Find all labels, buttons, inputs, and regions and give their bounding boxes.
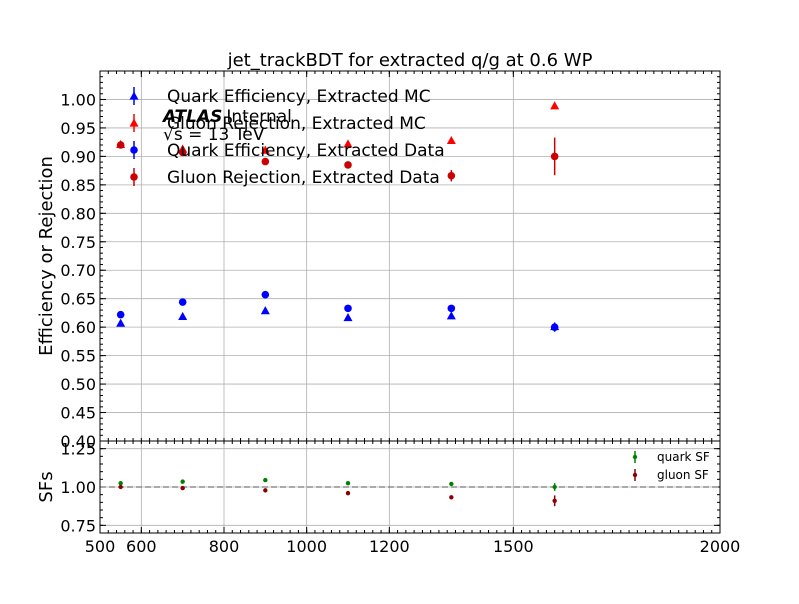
y-tick-label: 0.85: [60, 176, 96, 195]
x-tick-label: 1500: [493, 537, 534, 556]
y-tick-label: 0.40: [60, 432, 96, 451]
y-tick-label: 0.80: [60, 204, 96, 223]
y-tick-label: 0.75: [60, 233, 96, 252]
y-tick-label: 0.95: [60, 119, 96, 138]
y-tick-label: 0.55: [60, 347, 96, 366]
sf-legend-label-quark-sf: quark SF: [657, 450, 710, 464]
quark-sf-point: [263, 477, 268, 483]
y-tick-label: 1.00: [60, 90, 96, 109]
gluon-sf-point: [118, 484, 123, 490]
sf-panel-frame: [99, 440, 721, 534]
quark-efficiency-extracted-data-point: [344, 304, 352, 313]
main-panel-marks: [116, 101, 560, 332]
sf-axis-label: SFs: [36, 471, 57, 502]
quark-efficiency-extracted-data-point: [550, 323, 559, 331]
sf-legend-marker-quark-sf: [632, 454, 638, 460]
gluon-rejection-extracted-data-point: [550, 152, 559, 161]
chart-title: jet_trackBDT for extracted q/g at 0.6 WP: [227, 50, 593, 71]
sf-panel-marks: [118, 477, 557, 507]
sf-y-tick-label: 1.00: [60, 478, 96, 497]
quark-efficiency-extracted-mc-point: [178, 311, 188, 320]
x-tick-label: 600: [126, 537, 157, 556]
quark-efficiency-extracted-mc-point: [260, 306, 270, 315]
quark-efficiency-extracted-data-point: [447, 304, 456, 313]
legend-marker-gluon-rejection-extracted-data: [130, 173, 138, 181]
main-legend: Quark Efficiency, Extracted MC Gluon Reje…: [129, 87, 445, 188]
gluon-sf-point: [449, 495, 454, 500]
legend-marker-gluon-rejection-extracted-mc: [129, 118, 139, 127]
quark-efficiency-extracted-mc-point: [446, 311, 456, 320]
sf-panel: 500 600 800 1000 1200 1500 2000 0.75 1.00 1.25: [60, 440, 740, 556]
gluon-rejection-extracted-data-point: [447, 171, 456, 180]
legend-marker-quark-efficiency-extracted-mc: [129, 91, 139, 100]
sf-panel-ticks: 500 600 800 1000 1200 1500 2000 0.75 1.00 1.25: [60, 440, 740, 556]
sf-legend: quark SF gluon SF: [632, 450, 710, 482]
gluon-rejection-extracted-mc-point: [550, 101, 560, 110]
quark-efficiency-extracted-data-point: [261, 290, 270, 299]
quark-efficiency-extracted-data-point: [178, 298, 187, 306]
legend-label-gluon-rejection-extracted-mc: Gluon Rejection, Extracted MC: [167, 114, 426, 134]
gluon-rejection-extracted-data-point: [178, 148, 187, 157]
gluon-rejection-extracted-mc-point: [260, 145, 270, 154]
sf-legend-marker-gluon-sf: [632, 472, 638, 478]
gluon-sf-point: [345, 490, 351, 496]
y-tick-label: 0.70: [60, 261, 96, 280]
y-tick-label: 0.90: [60, 147, 96, 166]
gluon-rejection-extracted-data-point: [116, 141, 125, 149]
quark-sf-point: [552, 484, 557, 490]
atlas-energy: √s = 13 TeV: [163, 125, 265, 145]
atlas-experiment: ATLAS: [161, 107, 222, 127]
atlas-label: ATLAS Internal √s = 13 TeV: [161, 107, 292, 145]
gluon-rejection-extracted-mc-point: [446, 135, 456, 145]
sf-y-tick-label: 1.25: [60, 440, 96, 459]
legend-label-quark-efficiency-extracted-data: Quark Efficiency, Extracted Data: [167, 141, 445, 161]
atlas-status: Internal: [226, 107, 292, 127]
quark-efficiency-extracted-mc-point: [116, 318, 126, 327]
gluon-sf-point: [263, 488, 268, 493]
quark-sf-point: [118, 480, 123, 486]
gluon-rejection-extracted-mc-point: [343, 139, 353, 148]
sf-legend-label-gluon-sf: gluon SF: [657, 468, 709, 482]
quark-sf-point: [449, 481, 454, 487]
quark-sf-point: [180, 479, 185, 484]
legend-label-quark-efficiency-extracted-mc: Quark Efficiency, Extracted MC: [167, 87, 431, 107]
quark-efficiency-extracted-data-point: [116, 310, 125, 319]
quark-sf-point: [345, 480, 351, 486]
gluon-rejection-extracted-data-point: [261, 157, 270, 166]
sf-y-tick-label: 0.75: [60, 516, 96, 535]
x-tick-label: 500: [85, 537, 116, 556]
y-axis-label: Efficiency or Rejection: [36, 156, 57, 356]
legend-label-gluon-rejection-extracted-data: Gluon Rejection, Extracted Data: [167, 168, 440, 188]
x-tick-label: 1200: [369, 537, 410, 556]
y-tick-label: 0.65: [60, 290, 96, 309]
gluon-sf-point: [552, 498, 557, 503]
gluon-sf-point: [180, 485, 185, 491]
x-tick-label: 2000: [700, 537, 741, 556]
gluon-rejection-extracted-data-point: [344, 161, 352, 169]
x-tick-label: 1000: [286, 537, 327, 556]
y-tick-label: 0.50: [60, 375, 96, 394]
y-tick-label: 0.60: [60, 318, 96, 337]
quark-efficiency-extracted-mc-point: [343, 312, 353, 322]
x-tick-label: 800: [209, 537, 240, 556]
legend-marker-quark-efficiency-extracted-data: [130, 146, 138, 154]
y-tick-label: 0.45: [60, 404, 96, 423]
